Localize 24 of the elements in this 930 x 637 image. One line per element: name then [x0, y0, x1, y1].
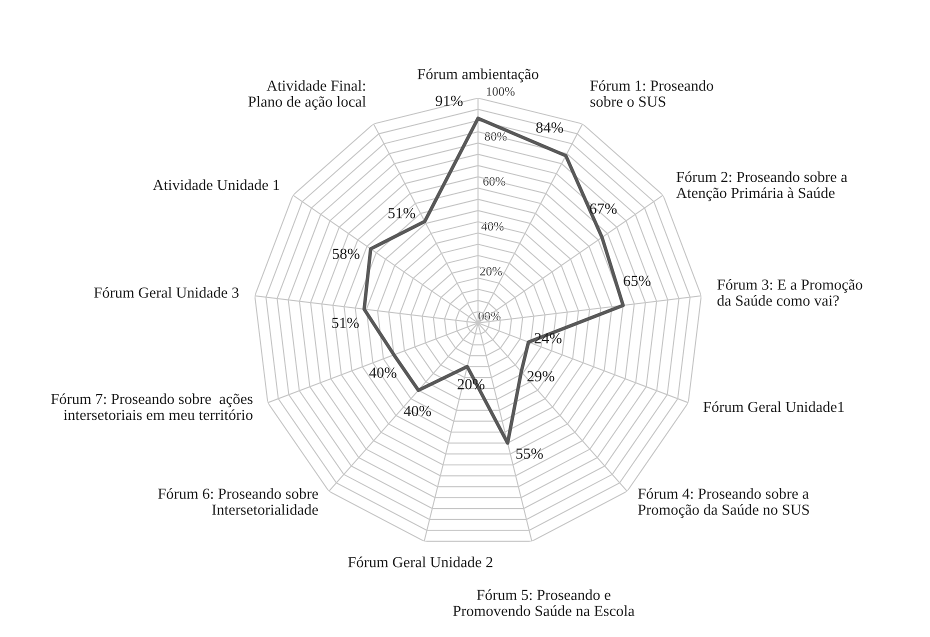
- data-label: 84%: [536, 122, 564, 133]
- data-label: 58%: [332, 248, 360, 260]
- spoke-label: Fórum 4: Proseando sobre a Promoção da Saúde no SUS: [638, 488, 809, 518]
- data-label: 55%: [516, 448, 543, 459]
- spoke-label: Atividade Unidade 1: [152, 179, 280, 190]
- spoke-label: Fórum 5: Proseando e Promovendo Saúde na Escola: [453, 589, 634, 616]
- y-tick-label: 100%: [486, 87, 515, 96]
- spoke-label: Fórum 3: E a Promoção da Saúde como vai?: [717, 279, 862, 306]
- spoke-label: Fórum 7: Proseando sobre ações intersetoriais em meu território: [51, 393, 252, 420]
- spoke-label: Fórum 6: Proseando sobre Intersetorialidade: [158, 488, 318, 515]
- data-label: 40%: [369, 368, 396, 378]
- spoke-label: Fórum 2: Proseando sobre a Atenção Primária à Saúde: [676, 171, 848, 202]
- spoke-label: Fórum Geral Unidade 3: [94, 287, 239, 298]
- spoke-label: Atividade Final: Plano de ação local: [248, 80, 366, 110]
- spoke-label: Fórum ambientação: [418, 68, 538, 82]
- data-label: 51%: [332, 318, 359, 328]
- data-label: 65%: [624, 276, 651, 286]
- data-label: 40%: [404, 406, 432, 416]
- data-label: 51%: [388, 208, 416, 218]
- data-label: 91%: [436, 96, 463, 106]
- spoke-label: Fórum 1: Proseando sobre o SUS: [590, 80, 714, 107]
- spoke-label: Fórum Geral Unidade 2: [348, 556, 492, 568]
- data-label: 29%: [527, 371, 554, 382]
- spoke-label: Fórum Geral Unidade1: [703, 401, 844, 412]
